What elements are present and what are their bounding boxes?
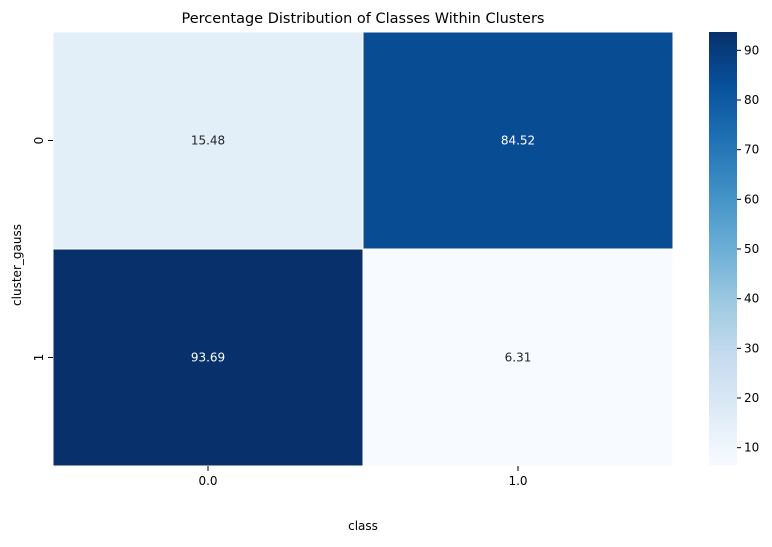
cell-value-label: 15.48 <box>191 134 225 148</box>
colorbar-tick-label: 60 <box>744 192 759 206</box>
y-tick-label: 0 <box>32 137 46 145</box>
colorbar-tick-label: 80 <box>744 93 759 107</box>
colorbar-tick-label: 50 <box>744 242 759 256</box>
heatmap-cell <box>362 248 674 467</box>
y-axis: 01 <box>32 137 53 362</box>
x-axis-label: class <box>348 519 378 533</box>
heatmap-cell <box>52 31 364 250</box>
cell-value-label: 6.31 <box>505 351 532 365</box>
y-axis-label: cluster_gauss <box>10 224 24 306</box>
colorbar-tick-label: 30 <box>744 341 759 355</box>
heatmap-cell-labels: 15.48 84.52 93.69 6.31 <box>191 134 535 365</box>
colorbar-ticks: 10 20 30 40 50 60 70 80 90 <box>737 43 759 455</box>
heatmap-cells <box>52 31 674 467</box>
chart-title: Percentage Distribution of Classes Withi… <box>182 11 545 27</box>
heatmap-cell <box>52 248 364 467</box>
colorbar <box>709 32 737 466</box>
colorbar-tick-label: 90 <box>744 43 759 57</box>
x-axis: 0.0 1.0 <box>198 466 528 488</box>
colorbar-tick-label: 10 <box>744 441 759 455</box>
cell-value-label: 93.69 <box>191 351 225 365</box>
y-tick-label: 1 <box>32 354 46 362</box>
x-tick-label: 0.0 <box>198 474 217 488</box>
colorbar-tick-label: 40 <box>744 292 759 306</box>
colorbar-tick-label: 70 <box>744 143 759 157</box>
colorbar-gradient <box>709 32 737 466</box>
heatmap-cell <box>362 31 674 250</box>
x-tick-label: 1.0 <box>508 474 527 488</box>
cell-value-label: 84.52 <box>501 134 535 148</box>
colorbar-tick-label: 20 <box>744 391 759 405</box>
